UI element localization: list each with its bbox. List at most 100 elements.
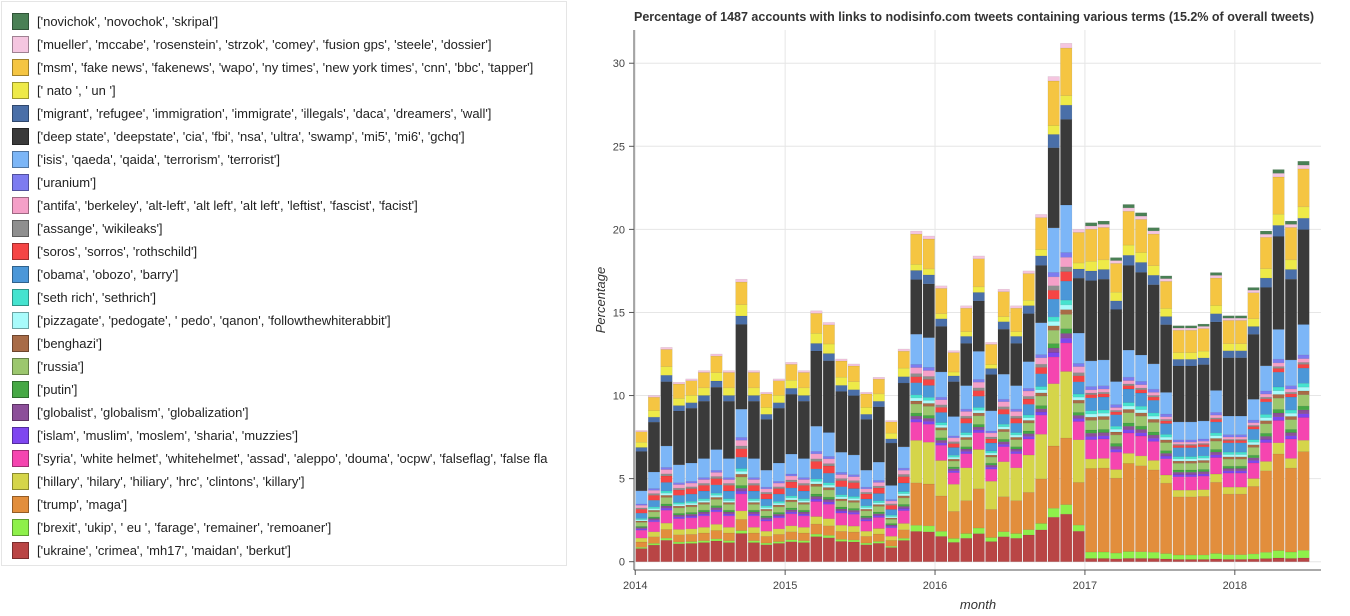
bar-segment [1160,455,1173,460]
bar-segment [797,479,810,484]
bar-segment [660,510,673,524]
bar-segment [822,482,835,486]
bar-segment [1110,451,1123,470]
bar-segment [860,413,873,420]
bar-segment [772,512,785,515]
bar-segment [835,358,848,362]
bar-segment [1060,119,1073,206]
legend-item[interactable]: ['benghazi'] [12,333,102,353]
legend-item[interactable]: ['putin'] [12,379,77,399]
legend-item[interactable]: ['deep state', 'deepstate', 'cia', 'fbi'… [12,126,465,146]
legend-label: ['hillary', 'hilary', 'hiliary', 'hrc', … [37,473,305,489]
bar-segment [985,374,998,412]
bar-segment [947,371,960,377]
bar-segment [1010,305,1023,309]
legend-item[interactable]: ['assange', 'wikileaks'] [12,218,163,238]
bar-segment [1147,469,1160,553]
legend-item[interactable]: ['globalist', 'globalism', 'globalizatio… [12,402,248,422]
bar-segment [697,511,710,515]
bar-segment [647,471,660,489]
legend-item[interactable]: ['soros', 'sorros', 'rothschild'] [12,241,197,261]
legend-item[interactable]: ['msm', 'fake news', 'fakenews', 'wapo',… [12,57,533,77]
bar-segment [810,481,823,485]
bar-segment [997,321,1010,330]
legend-item[interactable]: ['seth rich', 'sethrich'] [12,287,156,307]
bar-segment [1010,331,1023,337]
legend-item[interactable]: ['migrant', 'refugee', 'immigration', 'i… [12,103,491,123]
bar-segment [1285,438,1298,459]
bar-segment [1047,125,1060,135]
bar-segment [647,536,660,544]
legend-item[interactable]: ['hillary', 'hilary', 'hiliary', 'hrc', … [12,471,304,491]
bar-segment [747,483,760,486]
bar-segment [810,516,823,525]
bar-segment [1160,442,1173,451]
legend-item[interactable]: ['mueller', 'mccabe', 'rosenstein', 'str… [12,34,491,54]
bar-segment [735,493,748,512]
legend-item[interactable]: ['brexit', 'ukip', ' eu ', 'farage', 're… [12,517,331,537]
legend-item[interactable]: ['isis', 'qaeda', 'qaida', 'terrorism', … [12,149,280,169]
bar-segment [1185,359,1198,367]
bar-segment [1010,437,1023,440]
legend-item[interactable]: ['islam', 'muslim', 'moslem', 'sharia', … [12,425,298,445]
bar-segment [685,504,698,508]
bar-segment [1222,350,1235,358]
bar-segment [1160,458,1173,476]
bar-segment [960,446,973,450]
bar-segment [910,382,923,396]
bar-segment [985,432,998,438]
bar-segment [1260,420,1273,425]
bar-segment [1297,164,1310,170]
bar-segment [747,387,760,396]
bar-segment [735,468,748,472]
bar-segment [760,510,773,517]
bar-segment [960,432,973,436]
bar-segment [1222,458,1235,467]
bar-segment [910,230,923,235]
bar-segment [1222,472,1235,488]
bar-segment [1060,371,1073,439]
bar-segment [922,403,935,407]
bar-segment [672,405,685,412]
bar-segment [947,460,960,468]
bar-segment [922,531,935,562]
legend-item[interactable]: ['syria', 'white helmet', 'whitehelmet',… [12,448,547,468]
bar-segment [1135,465,1148,553]
bar-segment [1147,227,1160,232]
bar-segment [785,487,798,497]
bar-segment [747,458,760,478]
bar-segment [822,360,835,433]
bar-segment [935,396,948,400]
legend-item[interactable]: ['russia'] [12,356,84,376]
bar-segment [722,479,735,484]
bar-segment [722,540,735,543]
legend-item[interactable]: ['novichok', 'novochok', 'skripal'] [12,11,218,31]
bar-segment [647,421,660,473]
legend-item[interactable]: ['trump', 'maga'] [12,494,127,514]
bar-segment [935,460,948,497]
legend-item[interactable]: ['antifa', 'berkeley', 'alt-left', 'alt … [12,195,418,215]
bar-segment [685,407,698,464]
bar-segment [635,522,648,527]
bar-segment [1272,390,1285,395]
legend-item[interactable]: ['ukraine', 'crimea', 'mh17', 'maidan', … [12,540,291,560]
bar-segment [847,363,860,367]
bar-segment [1110,469,1123,479]
bar-segment [1222,320,1235,345]
bar-segment [822,537,835,562]
bar-segment [1260,390,1273,395]
bar-segment [1085,389,1098,394]
legend-swatch [12,173,29,191]
bar-segment [697,479,710,484]
bar-segment [747,370,760,373]
legend-item[interactable]: ['obama', 'obozo', 'barry'] [12,264,178,284]
legend-item[interactable]: [' nato ', ' un '] [12,80,116,100]
bar-segment [897,382,910,448]
bar-segment [1122,204,1135,209]
legend-item[interactable]: ['uranium'] [12,172,96,192]
bar-segment [1072,393,1085,398]
bar-segment [697,477,710,480]
legend-label: ['islam', 'muslim', 'moslem', 'sharia', … [37,427,299,443]
bar-segment [935,424,948,428]
legend-item[interactable]: ['pizzagate', 'pedogate', ' pedo', 'qano… [12,310,391,330]
